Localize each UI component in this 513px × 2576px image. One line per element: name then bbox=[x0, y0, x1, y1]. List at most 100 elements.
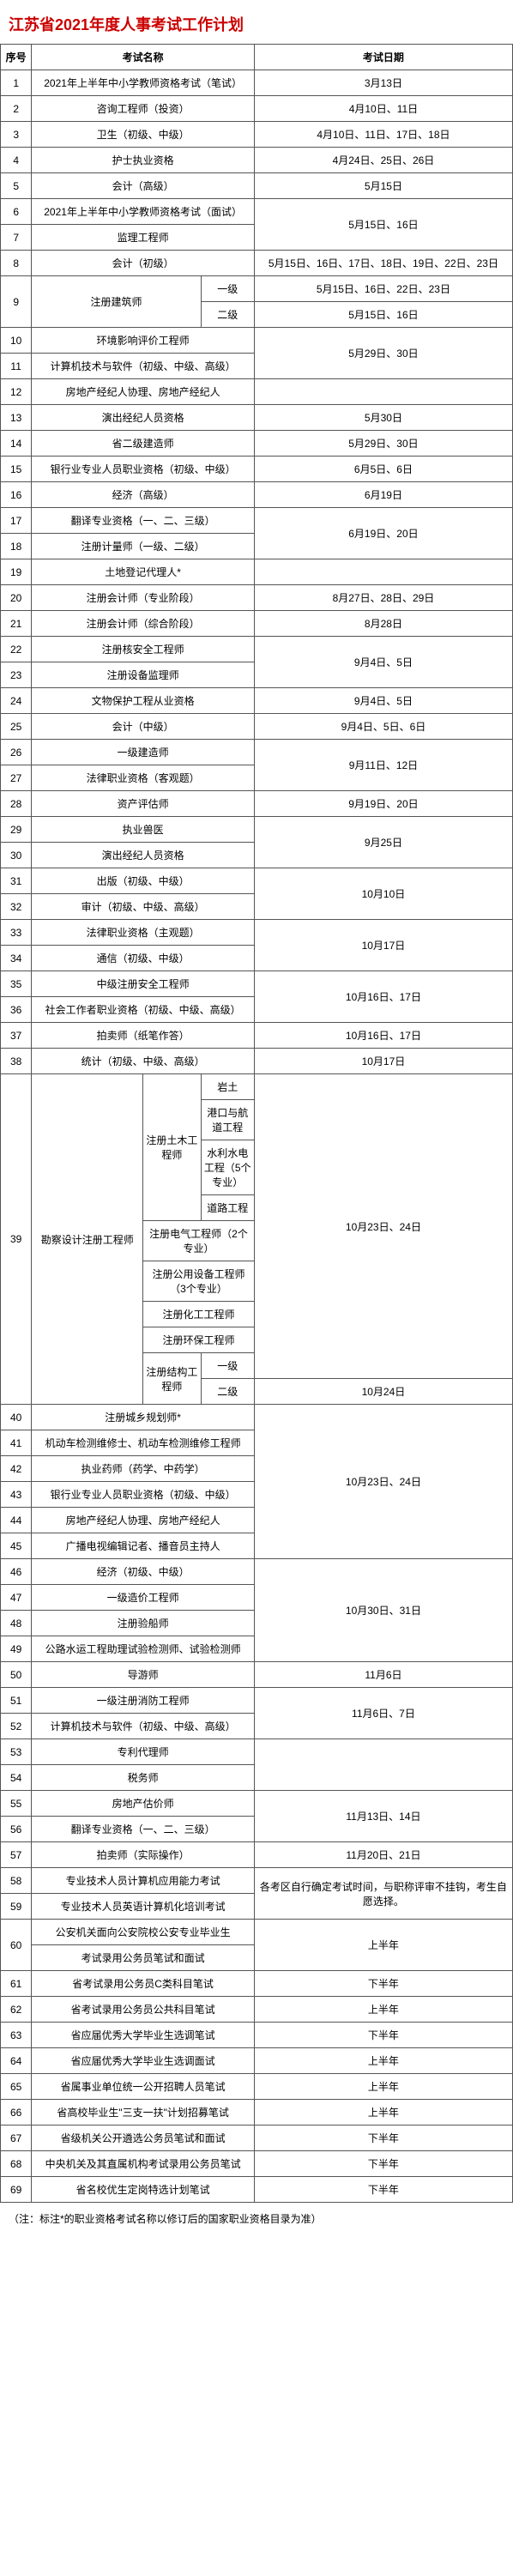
exam-name: 注册会计师（综合阶段） bbox=[32, 611, 255, 637]
seq: 4 bbox=[1, 148, 32, 173]
exam-date: 5月15日、16日 bbox=[254, 302, 512, 328]
exam-name: 注册设备监理师 bbox=[32, 662, 255, 688]
exam-date: 10月16日、17日 bbox=[254, 1023, 512, 1049]
exam-name: 环境影响评价工程师 bbox=[32, 328, 255, 354]
cat2: 注册土木工程师 bbox=[143, 1074, 201, 1221]
exam-date: 上半年 bbox=[254, 2048, 512, 2074]
exam-name: 土地登记代理人* bbox=[32, 559, 255, 585]
seq: 59 bbox=[1, 1894, 32, 1920]
seq: 17 bbox=[1, 508, 32, 534]
seq: 20 bbox=[1, 585, 32, 611]
exam-date: 10月17日 bbox=[254, 1049, 512, 1074]
exam-name: 中央机关及其直属机构考试录用公务员笔试 bbox=[32, 2151, 255, 2177]
exam-date: 10月10日 bbox=[254, 868, 512, 920]
exam-date: 5月30日 bbox=[254, 405, 512, 431]
sub: 二级 bbox=[201, 1379, 254, 1405]
seq: 56 bbox=[1, 1817, 32, 1842]
seq: 14 bbox=[1, 431, 32, 457]
seq: 18 bbox=[1, 534, 32, 559]
seq: 15 bbox=[1, 457, 32, 482]
seq: 27 bbox=[1, 765, 32, 791]
exam-name: 房地产经纪人协理、房地产经纪人 bbox=[32, 1508, 255, 1533]
seq: 31 bbox=[1, 868, 32, 894]
seq: 40 bbox=[1, 1405, 32, 1430]
seq: 32 bbox=[1, 894, 32, 920]
sub: 注册环保工程师 bbox=[143, 1327, 255, 1353]
exam-name: 银行业专业人员职业资格（初级、中级） bbox=[32, 1482, 255, 1508]
seq: 42 bbox=[1, 1456, 32, 1482]
exam-date: 11月6日、7日 bbox=[254, 1688, 512, 1739]
exam-name: 计算机技术与软件（初级、中级、高级） bbox=[32, 1714, 255, 1739]
seq: 6 bbox=[1, 199, 32, 225]
exam-date: 8月27日、28日、29日 bbox=[254, 585, 512, 611]
exam-date: 5月15日、16日 bbox=[254, 199, 512, 251]
cat: 勘察设计注册工程师 bbox=[32, 1074, 143, 1405]
sub: 注册电气工程师（2个专业） bbox=[143, 1221, 255, 1261]
exam-date: 4月24日、25日、26日 bbox=[254, 148, 512, 173]
exam-name: 拍卖师（纸笔作答） bbox=[32, 1023, 255, 1049]
seq: 64 bbox=[1, 2048, 32, 2074]
seq: 53 bbox=[1, 1739, 32, 1765]
exam-name: 演出经纪人员资格 bbox=[32, 405, 255, 431]
exam-name: 文物保护工程从业资格 bbox=[32, 688, 255, 714]
exam-name: 公安机关面向公安院校公安专业毕业生 bbox=[32, 1920, 255, 1945]
exam-date: 4月10日、11日、17日、18日 bbox=[254, 122, 512, 148]
seq: 12 bbox=[1, 379, 32, 405]
exam-date: 10月24日 bbox=[254, 1379, 512, 1405]
exam-date: 9月25日 bbox=[254, 817, 512, 868]
cat2: 注册结构工程师 bbox=[143, 1353, 201, 1405]
exam-name: 资产评估师 bbox=[32, 791, 255, 817]
seq: 26 bbox=[1, 740, 32, 765]
seq: 30 bbox=[1, 843, 32, 868]
seq: 63 bbox=[1, 2023, 32, 2048]
exam-name: 专利代理师 bbox=[32, 1739, 255, 1765]
sub: 注册化工工程师 bbox=[143, 1302, 255, 1327]
sub: 一级 bbox=[201, 276, 254, 302]
exam-date: 9月4日、5日 bbox=[254, 637, 512, 688]
seq: 2 bbox=[1, 96, 32, 122]
sub: 岩土 bbox=[201, 1074, 254, 1100]
exam-date: 5月29日、30日 bbox=[254, 431, 512, 457]
exam-date: 11月20日、21日 bbox=[254, 1842, 512, 1868]
exam-name: 专业技术人员计算机应用能力考试 bbox=[32, 1868, 255, 1894]
exam-name: 税务师 bbox=[32, 1765, 255, 1791]
sub: 一级 bbox=[201, 1353, 254, 1379]
exam-date: 9月11日、12日 bbox=[254, 740, 512, 791]
exam-name: 一级造价工程师 bbox=[32, 1585, 255, 1611]
exam-name: 审计（初级、中级、高级） bbox=[32, 894, 255, 920]
exam-name: 出版（初级、中级） bbox=[32, 868, 255, 894]
exam-name: 省二级建造师 bbox=[32, 431, 255, 457]
seq: 41 bbox=[1, 1430, 32, 1456]
exam-date: 下半年 bbox=[254, 2126, 512, 2151]
exam-date: 6月5日、6日 bbox=[254, 457, 512, 482]
exam-name: 一级建造师 bbox=[32, 740, 255, 765]
seq: 13 bbox=[1, 405, 32, 431]
exam-date bbox=[254, 379, 512, 405]
seq: 67 bbox=[1, 2126, 32, 2151]
header-seq: 序号 bbox=[1, 45, 32, 70]
seq: 33 bbox=[1, 920, 32, 946]
sub: 道路工程 bbox=[201, 1195, 254, 1221]
header-name: 考试名称 bbox=[32, 45, 255, 70]
seq: 50 bbox=[1, 1662, 32, 1688]
seq: 5 bbox=[1, 173, 32, 199]
exam-name: 省高校毕业生"三支一扶"计划招募笔试 bbox=[32, 2100, 255, 2126]
exam-name: 公路水运工程助理试验检测师、试验检测师 bbox=[32, 1636, 255, 1662]
sub: 港口与航道工程 bbox=[201, 1100, 254, 1140]
seq: 68 bbox=[1, 2151, 32, 2177]
seq: 19 bbox=[1, 559, 32, 585]
exam-name: 翻译专业资格（一、二、三级） bbox=[32, 1817, 255, 1842]
exam-date: 8月28日 bbox=[254, 611, 512, 637]
seq: 62 bbox=[1, 1997, 32, 2023]
seq: 44 bbox=[1, 1508, 32, 1533]
header-date: 考试日期 bbox=[254, 45, 512, 70]
exam-date: 下半年 bbox=[254, 2151, 512, 2177]
seq: 24 bbox=[1, 688, 32, 714]
exam-date: 9月19日、20日 bbox=[254, 791, 512, 817]
exam-date: 11月13日、14日 bbox=[254, 1791, 512, 1842]
seq: 48 bbox=[1, 1611, 32, 1636]
exam-date: 10月23日、24日 bbox=[254, 1074, 512, 1379]
exam-name: 省属事业单位统一公开招聘人员笔试 bbox=[32, 2074, 255, 2100]
seq: 57 bbox=[1, 1842, 32, 1868]
exam-name: 银行业专业人员职业资格（初级、中级） bbox=[32, 457, 255, 482]
